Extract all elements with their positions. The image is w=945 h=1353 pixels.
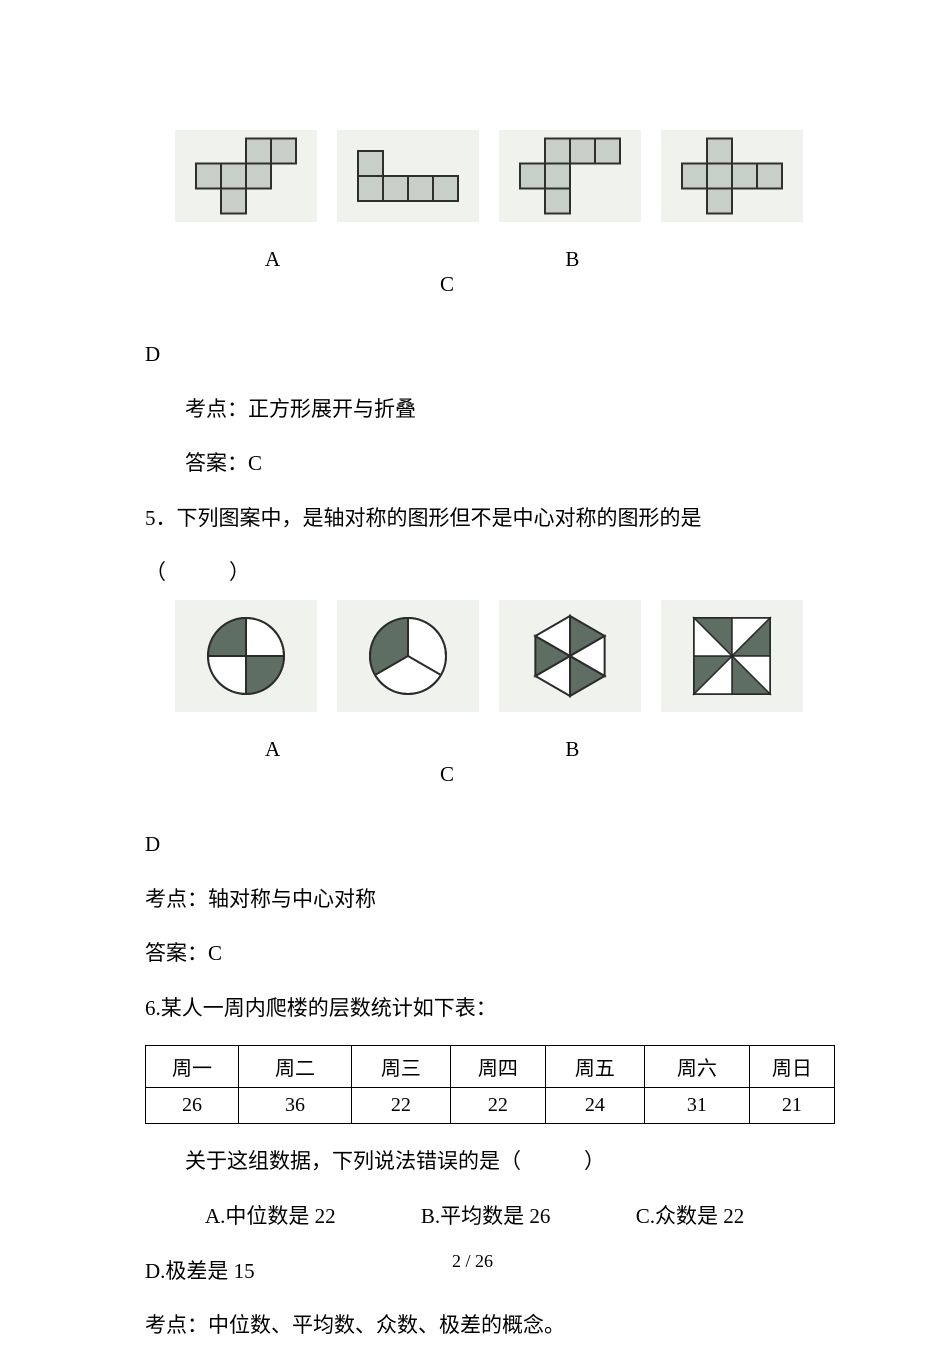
q5-option-b: B bbox=[565, 737, 579, 762]
q4-option-a: A bbox=[265, 247, 280, 272]
q6-option-b: B.平均数是 26 bbox=[421, 1189, 551, 1244]
q6-topic-text: 中位数、平均数、众数、极差的概念。 bbox=[208, 1313, 565, 1337]
q4-topic-label: 考点： bbox=[185, 397, 248, 421]
q5-option-a: A bbox=[265, 737, 280, 762]
q6-data-cell: 31 bbox=[644, 1088, 749, 1124]
q6-data-cell: 36 bbox=[239, 1088, 352, 1124]
q5-answer-text: C bbox=[208, 941, 222, 965]
q6-topic-label: 考点： bbox=[145, 1313, 208, 1337]
q6-number: 6. bbox=[145, 996, 161, 1020]
q5-option-d: D bbox=[145, 817, 835, 872]
q6-header-cell: 周六 bbox=[644, 1046, 749, 1088]
q6-question: 6.某人一周内爬楼的层数统计如下表： bbox=[145, 981, 835, 1036]
q5-figure-c bbox=[499, 600, 641, 712]
q4-figure-b bbox=[337, 130, 479, 222]
q5-topic-label: 考点： bbox=[145, 887, 208, 911]
q6-header-cell: 周四 bbox=[450, 1046, 545, 1088]
q6-text: 某人一周内爬楼的层数统计如下表： bbox=[161, 996, 497, 1020]
q6-option-a: A.中位数是 22 bbox=[205, 1189, 336, 1244]
q5-answer: 答案：C bbox=[145, 926, 835, 981]
q4-answer-text: C bbox=[248, 451, 262, 475]
q6-header-cell: 周五 bbox=[545, 1046, 644, 1088]
q4-figures bbox=[175, 130, 835, 222]
q6-data-cell: 22 bbox=[450, 1088, 545, 1124]
q4-topic: 考点：正方形展开与折叠 bbox=[185, 382, 835, 437]
q5-answer-label: 答案： bbox=[145, 941, 208, 965]
page-number: 2 bbox=[452, 1251, 461, 1271]
q5-figure-a bbox=[175, 600, 317, 712]
q6-header-cell: 周日 bbox=[749, 1046, 834, 1088]
q5-figure-b bbox=[337, 600, 479, 712]
page-total: 26 bbox=[475, 1251, 493, 1271]
q5-question: 5．下列图案中，是轴对称的图形但不是中心对称的图形的是 bbox=[145, 491, 835, 546]
q5-topic: 考点：轴对称与中心对称 bbox=[145, 872, 835, 927]
q5-figure-d bbox=[661, 600, 803, 712]
page-sep: / bbox=[461, 1251, 475, 1271]
q6-table-row: 26362222243121 bbox=[146, 1088, 835, 1124]
q5-text: 下列图案中，是轴对称的图形但不是中心对称的图形的是 bbox=[177, 506, 702, 530]
q6-table-header: 周一周二周三周四周五周六周日 bbox=[146, 1046, 835, 1088]
q4-answer-label: 答案： bbox=[185, 451, 248, 475]
q5-topic-text: 轴对称与中心对称 bbox=[208, 887, 376, 911]
q6-options: A.中位数是 22 B.平均数是 26 C.众数是 22 bbox=[145, 1189, 835, 1244]
q5-paren: （ ） bbox=[145, 545, 835, 600]
q4-figure-c bbox=[499, 130, 641, 222]
q4-option-c: C bbox=[440, 272, 454, 297]
q5-figures bbox=[175, 600, 835, 712]
q6-data-cell: 26 bbox=[146, 1088, 239, 1124]
page-footer: 2 / 26 bbox=[0, 1251, 945, 1272]
q6-header-cell: 周三 bbox=[351, 1046, 450, 1088]
q4-options: A B C bbox=[185, 247, 835, 297]
q6-data-cell: 21 bbox=[749, 1088, 834, 1124]
q6-data-cell: 22 bbox=[351, 1088, 450, 1124]
q6-header-cell: 周二 bbox=[239, 1046, 352, 1088]
q4-option-d: D bbox=[145, 327, 835, 382]
q6-option-c: C.众数是 22 bbox=[636, 1189, 745, 1244]
q4-figure-a bbox=[175, 130, 317, 222]
q6-table: 周一周二周三周四周五周六周日 26362222243121 bbox=[145, 1045, 835, 1124]
q5-option-c: C bbox=[440, 762, 454, 787]
q4-option-b: B bbox=[565, 247, 579, 272]
q4-answer: 答案：C bbox=[185, 436, 835, 491]
q4-topic-text: 正方形展开与折叠 bbox=[248, 397, 416, 421]
q6-topic: 考点：中位数、平均数、众数、极差的概念。 bbox=[145, 1298, 835, 1353]
q5-number: 5． bbox=[145, 506, 177, 530]
q6-post-text: 关于这组数据，下列说法错误的是（ ） bbox=[185, 1134, 835, 1189]
q4-figure-d bbox=[661, 130, 803, 222]
q6-data-cell: 24 bbox=[545, 1088, 644, 1124]
q6-header-cell: 周一 bbox=[146, 1046, 239, 1088]
q5-options: A B C bbox=[185, 737, 835, 787]
